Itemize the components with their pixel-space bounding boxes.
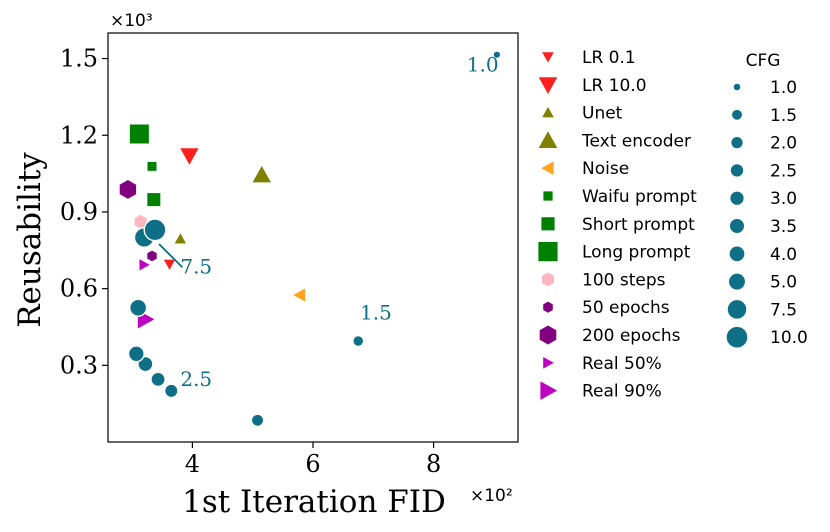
cfg-point-1 <box>352 334 365 348</box>
cfg-legend-label-2: 2.0 <box>770 134 797 154</box>
legend-label-7: Long prompt <box>582 243 691 263</box>
annotation-label-3: 7.5 <box>180 254 212 278</box>
legend-marker-3 <box>537 129 559 149</box>
legend-label-6: Short prompt <box>582 215 695 235</box>
point-tri-up-2-0 <box>173 231 188 245</box>
legend: LR 0.1 LR 10.0 Unet Text encoder Noise Waifu … <box>537 48 697 402</box>
point-tri-left-4-0 <box>291 286 307 304</box>
x-tick-label-1: 6 <box>305 450 320 478</box>
point-hexagon-9-0 <box>146 249 158 263</box>
legend-label-3: Text encoder <box>581 131 691 151</box>
cfg-point-6 <box>127 345 145 363</box>
x-tick-label-0: 4 <box>185 450 200 478</box>
cfg-legend-marker-2 <box>730 135 744 150</box>
cfg-legend-label-6: 4.0 <box>770 245 797 265</box>
cfg-point-4 <box>150 371 166 388</box>
cfg-legend-label-8: 7.5 <box>770 300 797 320</box>
legend-marker-0 <box>540 51 556 65</box>
legend-label-0: LR 0.1 <box>582 48 636 68</box>
legend-label-2: Unet <box>582 104 623 124</box>
legend-marker-10 <box>538 324 558 346</box>
cfg-legend-marker-1 <box>731 108 743 121</box>
axes: 4 6 8 0.3 0.6 0.9 1.2 1.5 <box>60 32 519 478</box>
cfg-legend-marker-3 <box>729 163 745 178</box>
annotation-label-1: 1.5 <box>360 300 392 324</box>
y-tick-label-4: 1.5 <box>60 45 98 73</box>
point-square-7-0 <box>128 123 150 145</box>
legend-label-11: Real 50% <box>582 354 662 374</box>
cfg-legend-label-9: 10.0 <box>770 328 808 348</box>
x-multiplier: ×10² <box>470 486 513 506</box>
cfg-legend-marker-9 <box>725 325 749 349</box>
legend-marker-5 <box>542 190 554 202</box>
cfg-point-2 <box>250 413 265 428</box>
annotation-label-0: 1.0 <box>467 52 499 76</box>
legend-label-5: Waifu prompt <box>582 187 697 207</box>
axes-frame <box>107 32 519 443</box>
legend-marker-2 <box>540 105 556 119</box>
plot-area: 1.0 1.5 2.5 7.5 <box>118 50 502 428</box>
legend-marker-4 <box>539 160 555 177</box>
y-tick-label-3: 1.2 <box>60 121 98 149</box>
cfg-legend-marker-6 <box>728 245 746 263</box>
cfg-legend-marker-4 <box>729 190 745 206</box>
x-axis-label: 1st Iteration FID <box>182 484 446 520</box>
point-square-6-0 <box>146 192 162 208</box>
point-hexagon-10-0 <box>118 178 138 200</box>
cfg-legend-marker-7 <box>728 272 746 291</box>
legend-label-1: LR 10.0 <box>582 76 647 96</box>
point-tri-down-0-0 <box>162 258 177 272</box>
legend-marker-1 <box>537 76 559 96</box>
point-tri-down-1-0 <box>178 147 201 167</box>
cfg-point-7 <box>128 298 148 317</box>
cfg-legend-marker-0 <box>732 82 742 92</box>
cfg-legend-label-1: 1.5 <box>770 106 797 126</box>
cfg-legend: 1.0 1.5 2.0 2.5 3.0 3.5 4.0 5.0 7.5 10.0 <box>725 78 808 349</box>
cfg-point-0 <box>492 50 502 60</box>
annotation-label-2: 2.5 <box>180 367 212 391</box>
legend-marker-7 <box>537 241 559 262</box>
point-tri-up-3-0 <box>250 163 273 184</box>
legend-marker-12 <box>539 379 559 402</box>
y-multiplier: ×10³ <box>110 11 153 31</box>
legend-label-12: Real 90% <box>582 382 662 402</box>
cfg-legend-label-5: 3.5 <box>770 217 797 237</box>
legend-marker-8 <box>541 271 555 288</box>
y-tick-label-0: 0.3 <box>60 351 98 379</box>
legend-marker-6 <box>540 216 556 232</box>
cfg-legend-marker-8 <box>726 299 748 320</box>
cfg-legend-marker-5 <box>729 218 745 234</box>
cfg-legend-label-7: 5.0 <box>770 273 797 293</box>
cfg-point-3 <box>163 383 179 399</box>
legend-label-10: 200 epochs <box>582 326 681 346</box>
annotation-arrow-3 <box>158 243 183 268</box>
cfg-legend-label-0: 1.0 <box>770 78 797 98</box>
legend-marker-11 <box>542 355 556 370</box>
y-tick-label-1: 0.6 <box>60 275 98 303</box>
legend-label-8: 100 steps <box>582 270 666 290</box>
cfg-legend-title: CFG <box>746 51 781 71</box>
point-square-5-0 <box>146 160 158 172</box>
legend-label-9: 50 epochs <box>582 298 670 318</box>
point-tri-right-11-0 <box>138 257 152 273</box>
legend-marker-9 <box>542 300 554 314</box>
y-tick-label-2: 0.9 <box>60 198 98 226</box>
cfg-legend-label-3: 2.5 <box>770 161 797 181</box>
x-tick-label-2: 8 <box>426 450 441 478</box>
legend-label-4: Noise <box>582 159 629 179</box>
y-axis-label: Reusability <box>12 152 48 328</box>
cfg-legend-label-4: 3.0 <box>770 189 797 209</box>
cfg-point-9 <box>143 218 167 242</box>
